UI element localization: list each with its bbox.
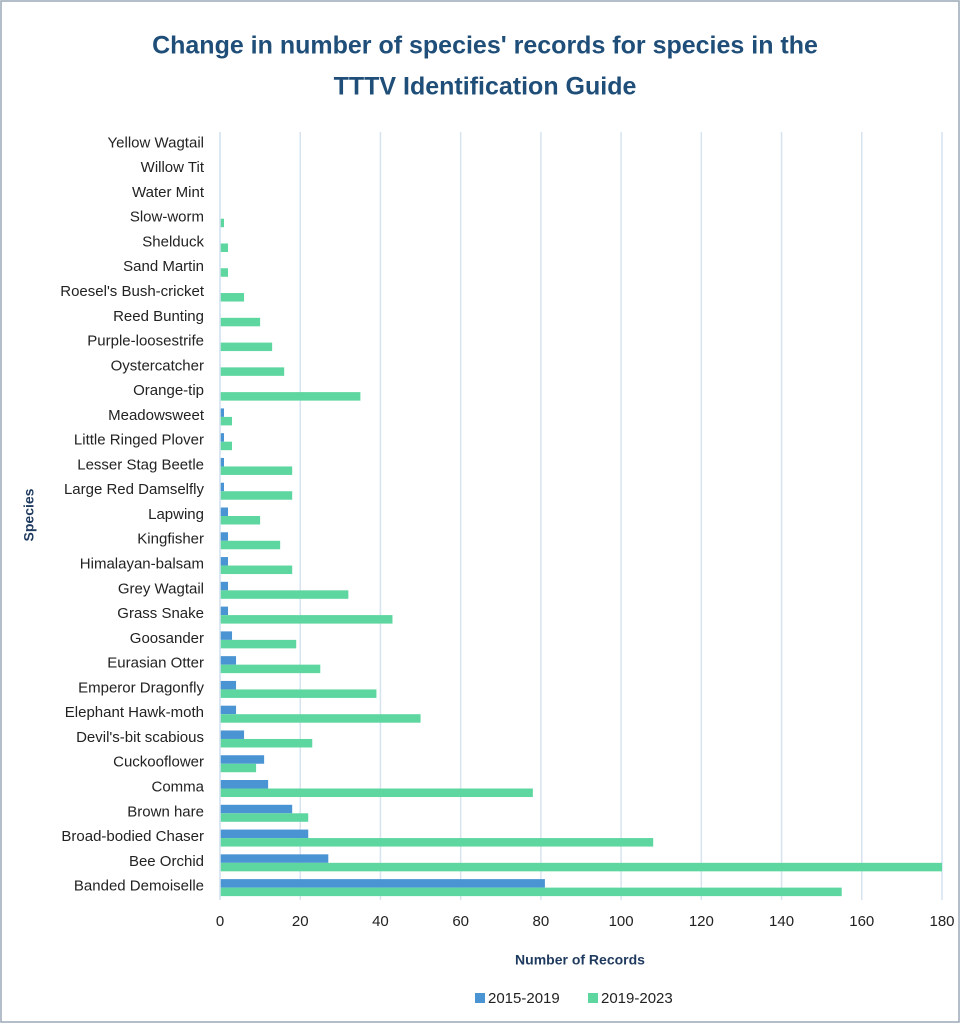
legend-swatch	[588, 993, 598, 1003]
bar	[220, 615, 393, 624]
bar	[220, 466, 293, 475]
y-tick-label: Lesser Stag Beetle	[77, 456, 204, 473]
bar	[220, 887, 842, 897]
y-tick-label: Grey Wagtail	[118, 580, 204, 597]
y-tick-label: Cuckooflower	[113, 754, 204, 771]
bar	[220, 218, 225, 228]
x-tick-label: 20	[292, 913, 309, 930]
bar	[220, 532, 229, 541]
bar	[220, 243, 229, 252]
bar	[220, 788, 533, 798]
bar	[220, 392, 361, 401]
y-tick-label: Elephant Hawk-moth	[65, 704, 204, 721]
y-tick-label: Kingfisher	[137, 531, 204, 548]
bar	[220, 540, 281, 550]
bar	[220, 639, 297, 649]
y-tick-label: Purple-loosestrife	[87, 333, 204, 350]
bar	[220, 780, 269, 789]
y-tick-label: Bee Orchid	[129, 853, 204, 870]
y-tick-label: Brown hare	[127, 803, 204, 820]
y-tick-label: Goosander	[130, 630, 204, 647]
y-tick-label: Broad-bodied Chaser	[61, 828, 204, 845]
bar	[220, 631, 233, 640]
y-tick-label: Sand Martin	[123, 258, 204, 275]
bar	[220, 557, 229, 566]
y-tick-label: Oystercatcher	[111, 357, 204, 374]
bar	[220, 590, 349, 599]
y-tick-label: Banded Demoiselle	[74, 878, 204, 895]
x-tick-label: 160	[849, 913, 874, 930]
x-tick-label: 180	[929, 913, 954, 930]
y-tick-label: Large Red Damselfly	[64, 481, 205, 498]
bar	[220, 680, 237, 690]
bar	[220, 317, 261, 327]
bar	[220, 367, 285, 376]
bar	[220, 581, 229, 591]
y-tick-label: Willow Tit	[141, 159, 205, 176]
y-tick-label: Shelduck	[142, 233, 204, 250]
bar	[220, 813, 309, 822]
bar	[220, 565, 293, 575]
bar	[220, 491, 293, 500]
bar	[220, 804, 293, 814]
bar	[220, 416, 233, 426]
y-tick-label: Lapwing	[148, 506, 204, 523]
bar	[220, 838, 654, 847]
chart-title: TTTV Identification Guide	[334, 73, 637, 101]
chart-title: Change in number of species' records for…	[152, 32, 818, 60]
y-tick-label: Emperor Dragonfly	[78, 679, 204, 696]
bar	[220, 689, 377, 698]
x-tick-label: 120	[689, 913, 714, 930]
x-tick-label: 100	[609, 913, 634, 930]
x-tick-label: 0	[216, 913, 224, 930]
bar	[220, 879, 545, 888]
bar	[220, 829, 309, 839]
bar	[220, 457, 225, 467]
legend-label: 2015-2019	[488, 990, 560, 1007]
bar	[220, 342, 273, 352]
bar	[220, 433, 225, 442]
bar	[220, 516, 261, 525]
y-tick-label: Comma	[151, 778, 204, 795]
bar	[220, 763, 257, 773]
y-tick-label: Meadowsweet	[108, 407, 205, 424]
legend-swatch	[475, 993, 485, 1003]
bar	[220, 862, 942, 872]
x-tick-label: 60	[452, 913, 469, 930]
bar	[220, 507, 229, 516]
legend-label: 2019-2023	[601, 990, 673, 1007]
y-tick-label: Orange-tip	[133, 382, 204, 399]
bar	[220, 441, 233, 451]
bar	[220, 738, 313, 748]
x-axis-title: Number of Records	[515, 952, 645, 968]
y-tick-label: Water Mint	[132, 184, 205, 201]
bar	[220, 664, 321, 674]
bar	[220, 705, 237, 715]
y-tick-label: Reed Bunting	[113, 308, 204, 325]
y-tick-label: Devil's-bit scabious	[76, 729, 204, 746]
y-tick-label: Eurasian Otter	[107, 655, 204, 672]
bar	[220, 854, 329, 863]
bar	[220, 408, 225, 417]
bar	[220, 482, 225, 492]
y-tick-label: Slow-worm	[130, 209, 204, 226]
x-tick-label: 40	[372, 913, 389, 930]
y-tick-label: Roesel's Bush-cricket	[60, 283, 205, 300]
bar	[220, 268, 229, 277]
x-tick-label: 80	[533, 913, 550, 930]
y-tick-label: Grass Snake	[117, 605, 204, 622]
bar	[220, 656, 237, 665]
bar	[220, 755, 265, 764]
y-tick-label: Yellow Wagtail	[108, 134, 204, 151]
y-tick-label: Himalayan-balsam	[80, 556, 204, 573]
y-axis-title: Species	[21, 488, 37, 541]
y-tick-label: Little Ringed Plover	[74, 432, 204, 449]
bar	[220, 293, 245, 302]
bar	[220, 730, 245, 739]
bar	[220, 714, 421, 723]
x-tick-label: 140	[769, 913, 794, 930]
bar	[220, 606, 229, 616]
